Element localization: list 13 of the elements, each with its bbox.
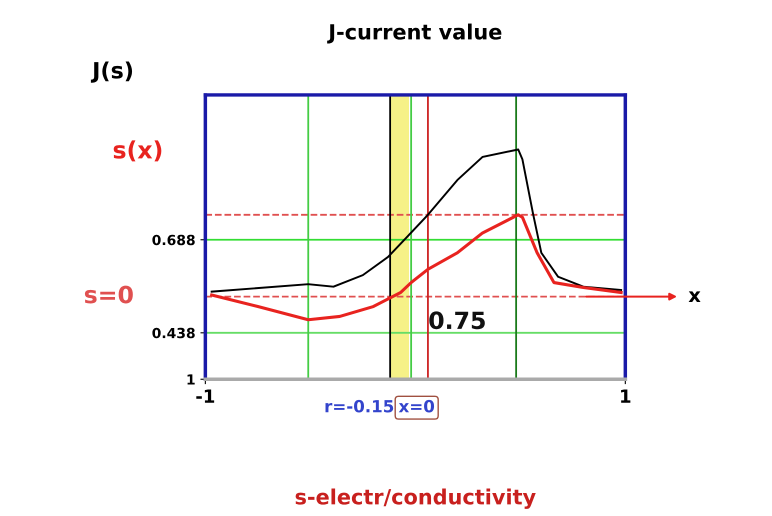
y-tick-label: 1	[188, 374, 195, 385]
x-tick-label: -1	[196, 390, 214, 403]
text: r=-0.15	[326, 400, 394, 413]
y-tick-label: 0.688	[152, 234, 195, 246]
chart-title: J-current value	[327, 24, 502, 44]
y-tick-label: 0.438	[152, 328, 195, 338]
text: s(x)	[114, 140, 162, 162]
annotation: 0.75	[429, 311, 485, 330]
text: s-electr/conductivity	[296, 488, 536, 509]
text: J(s)	[90, 61, 132, 83]
text: x=0	[398, 400, 434, 413]
x-axis-title: x	[688, 291, 701, 302]
ref-line-label: s=0	[84, 286, 133, 304]
